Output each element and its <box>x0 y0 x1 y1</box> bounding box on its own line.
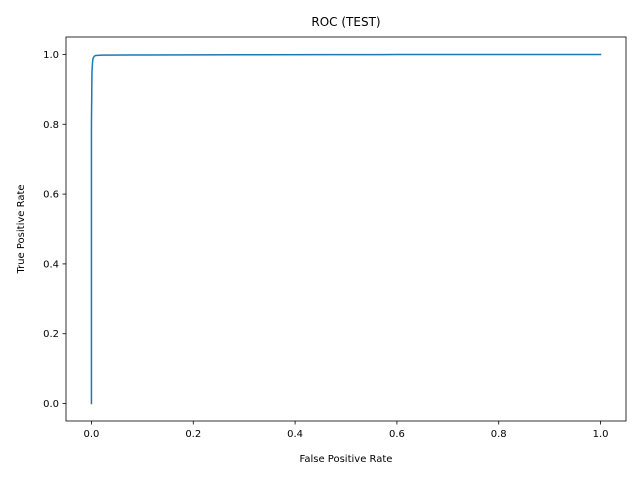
x-tick-label: 0.6 <box>389 429 405 440</box>
x-tick-label: 0.8 <box>491 429 507 440</box>
roc-curve-line-0 <box>90 53 602 405</box>
x-tick-label: 0.4 <box>287 429 303 440</box>
y-tick-label: 0.4 <box>43 259 59 270</box>
y-tick-label: 0.8 <box>43 120 59 131</box>
y-axis-label: True Positive Rate <box>16 184 27 274</box>
y-tick-label: 0.6 <box>43 190 59 201</box>
y-tick-label: 0.2 <box>43 329 59 340</box>
y-tick-label: 0.0 <box>43 399 59 410</box>
y-tick-label: 1.0 <box>43 50 59 61</box>
x-tick-label: 0.0 <box>84 429 100 440</box>
x-axis-label: False Positive Rate <box>300 454 393 465</box>
axes-frame <box>65 36 627 422</box>
x-tick-label: 1.0 <box>593 429 609 440</box>
x-tick-label: 0.2 <box>185 429 201 440</box>
plot-area: 0.0 0.2 0.4 0.6 0.8 1.0 0.0 0.2 0.4 0.6 0.8 1.0 <box>43 36 627 440</box>
chart-title: ROC (TEST) <box>311 15 380 29</box>
